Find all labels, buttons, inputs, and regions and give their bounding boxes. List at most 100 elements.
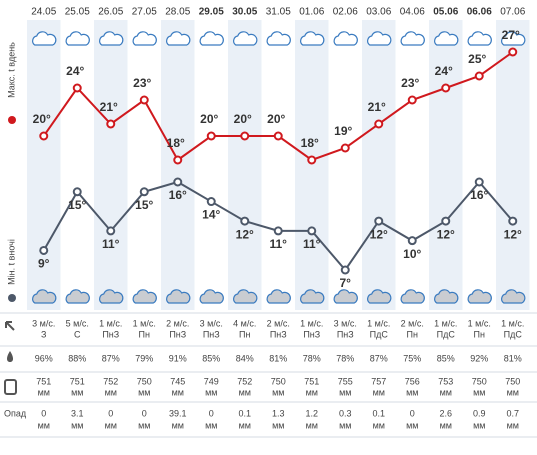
data-point: [474, 71, 484, 81]
value-label: 20°: [33, 112, 51, 126]
humidity: 78%: [336, 353, 354, 363]
day-icon: [300, 31, 325, 46]
pressure: 757: [371, 376, 386, 386]
humidity: 91%: [169, 353, 187, 363]
data-point: [240, 216, 250, 226]
day-icon: [367, 31, 392, 46]
value-label: 15°: [68, 198, 86, 212]
day-icon: [434, 31, 459, 46]
pressure: 751: [36, 376, 51, 386]
data-point: [374, 119, 384, 129]
day-icon: [333, 31, 358, 46]
night-icon: [300, 289, 325, 304]
column-bg: [194, 20, 228, 310]
data-point: [273, 131, 283, 141]
pressure: 753: [438, 376, 453, 386]
column-bg: [127, 20, 161, 310]
pressure: 750: [137, 376, 152, 386]
data-point: [39, 245, 49, 255]
value-label: 23°: [133, 76, 151, 90]
wind-direction: ПдС: [437, 329, 456, 339]
day-icon: [400, 31, 425, 46]
night-icon: [467, 289, 492, 304]
pressure: 745: [170, 376, 185, 386]
pressure-unit: мм: [38, 387, 50, 397]
pressure: 752: [103, 376, 118, 386]
pressure: 756: [405, 376, 420, 386]
data-point: [173, 155, 183, 165]
column-bg: [328, 20, 362, 310]
precipitation-unit: мм: [507, 420, 519, 430]
value-label: 7°: [340, 276, 352, 290]
pressure: 750: [505, 376, 520, 386]
data-point: [340, 143, 350, 153]
wind-speed: 3 м/с.: [32, 318, 55, 328]
pressure-unit: мм: [138, 387, 150, 397]
precipitation: 0: [410, 408, 415, 418]
value-label: 24°: [435, 64, 453, 78]
value-label: 24°: [66, 64, 84, 78]
date-label: 26.05: [98, 7, 123, 18]
value-label: 15°: [135, 198, 153, 212]
column-bg: [429, 20, 463, 310]
pressure-unit: мм: [373, 387, 385, 397]
date-label: 05.06: [433, 7, 458, 18]
value-label: 23°: [401, 76, 419, 90]
humidity: 88%: [68, 353, 86, 363]
data-point: [441, 216, 451, 226]
data-point: [508, 216, 518, 226]
night-icon: [99, 289, 124, 304]
humidity: 81%: [269, 353, 287, 363]
night-icon: [233, 289, 258, 304]
humidity: 84%: [236, 353, 254, 363]
wind-direction: ПдС: [504, 329, 523, 339]
precipitation-unit: мм: [205, 420, 217, 430]
precipitation-unit: мм: [71, 420, 83, 430]
humidity: 75%: [403, 353, 421, 363]
night-icon: [266, 289, 291, 304]
day-icon: [233, 31, 258, 46]
data-point: [407, 236, 417, 246]
data-point: [39, 131, 49, 141]
date-label: 28.05: [165, 7, 190, 18]
humidity-icon: [7, 351, 13, 362]
date-label: 06.06: [467, 7, 492, 18]
data-point: [307, 155, 317, 165]
precipitation-unit: мм: [138, 420, 150, 430]
data-point: [273, 226, 283, 236]
date-label: 25.05: [65, 7, 90, 18]
date-label: 29.05: [199, 7, 224, 18]
wind-direction: С: [74, 329, 81, 339]
date-label: 02.06: [333, 7, 358, 18]
precipitation: 0: [108, 408, 113, 418]
wind-direction: ПнЗ: [303, 329, 320, 339]
data-point: [72, 187, 82, 197]
wind-icon: [5, 321, 15, 331]
date-label: 31.05: [266, 7, 291, 18]
pressure: 751: [304, 376, 319, 386]
precipitation: 2.6: [439, 408, 452, 418]
column-bg: [295, 20, 329, 310]
wind-direction: Пн: [407, 329, 418, 339]
data-point: [374, 216, 384, 226]
pressure-unit: мм: [339, 387, 351, 397]
precipitation: 0.1: [372, 408, 385, 418]
column-bg: [395, 20, 429, 310]
wind-direction: Пн: [139, 329, 150, 339]
humidity: 78%: [303, 353, 321, 363]
data-point: [206, 197, 216, 207]
day-icon: [132, 31, 157, 46]
pressure-unit: мм: [306, 387, 318, 397]
value-label: 12°: [370, 227, 388, 241]
legend-dot: [8, 294, 16, 302]
value-label: 18°: [167, 136, 185, 150]
row-icons: [4, 321, 17, 395]
wind-speed: 1 м/с.: [468, 318, 491, 328]
value-label: 20°: [267, 112, 285, 126]
pressure-unit: мм: [205, 387, 217, 397]
data-point: [139, 187, 149, 197]
precipitation: 39.1: [169, 408, 187, 418]
humidity: 87%: [102, 353, 120, 363]
precipitation: 1.3: [272, 408, 285, 418]
